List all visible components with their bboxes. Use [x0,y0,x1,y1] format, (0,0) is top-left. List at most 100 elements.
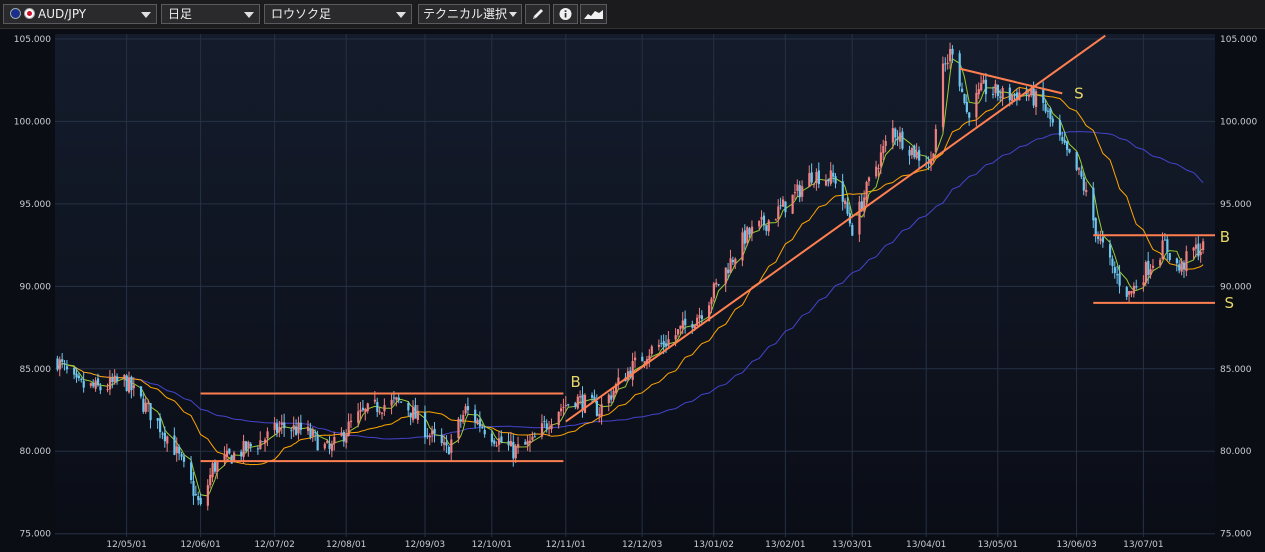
candle-body [1008,87,1011,101]
currency-pair-select[interactable]: AUD/JPY [3,4,157,24]
candle-body [583,394,587,413]
candle-body [311,430,314,436]
candle-body [1199,251,1202,256]
candle-body [1082,177,1085,191]
candle-body [1178,264,1181,271]
timeframe-select[interactable]: 日足 [161,4,260,24]
candle-body [650,346,653,354]
y-tick-label-left: 90.000 [20,282,52,292]
candle-body [884,141,887,146]
candle-body [629,370,632,378]
candle-body [731,259,735,263]
y-tick-label-right: 90.000 [1220,282,1252,292]
candle-body [1192,247,1195,251]
candle-body [450,439,453,453]
candle-body [82,380,85,388]
candle-body [531,436,534,440]
x-tick-label: 13/07/01 [1123,540,1163,548]
candle-body [1044,104,1047,112]
candle-body [693,324,696,329]
technical-select-button[interactable]: テクニカル選択 [418,4,522,24]
candle-body [681,320,684,329]
candle-body [127,377,131,393]
candle-body [431,430,434,435]
candle-body [400,401,403,403]
candle-body [280,422,283,426]
candle-body [1111,258,1114,267]
candle-body [364,408,367,412]
candle-body [80,378,83,380]
candle-body [910,147,914,156]
y-tick-label-right: 100.000 [1220,117,1257,127]
candle-body [283,422,286,429]
chart-type-select[interactable]: ロウソク足 [264,4,412,24]
candle-body [380,412,384,414]
candle-body [977,89,980,95]
candle-body [779,205,782,207]
candle-body [762,215,766,226]
candle-body [342,432,346,442]
candle-body [610,395,613,400]
candle-body [507,441,510,446]
candle-body [309,428,312,438]
candle-body [813,183,816,185]
candle-body [182,456,186,462]
x-tick-label: 12/08/01 [326,540,366,548]
candle-body [576,396,579,409]
y-tick-label-left: 85.000 [20,365,52,375]
candle-body [1108,244,1112,258]
candle-body [197,495,200,501]
candle-body [882,145,885,154]
draw-tool-button[interactable] [525,4,550,24]
candle-body [963,93,966,103]
candle-body [975,92,978,118]
candle-body [614,384,618,393]
candle-body [333,436,336,444]
candle-body [560,408,563,412]
candle-body [361,407,365,411]
candle-body [256,448,260,450]
candle-body [376,402,379,412]
candle-body [58,359,61,370]
candle-body [679,325,682,329]
candle-body [533,436,536,438]
chart-settings-button[interactable] [580,4,607,24]
candle-body [841,181,844,202]
candle-body [734,258,737,265]
candle-body [326,441,329,443]
candle-body [968,112,971,118]
candle-body [913,145,916,158]
candle-body [147,403,150,405]
candle-body [490,433,493,443]
candle-body [1032,88,1035,106]
candle-body [247,442,250,449]
candle-body [190,462,193,480]
candle-body [965,101,968,112]
candle-body [1027,95,1031,97]
candle-body [328,443,331,449]
candle-body [712,283,715,299]
candle-body [166,436,169,444]
candle-body [509,440,513,447]
candle-body [340,432,343,436]
candle-body [946,62,949,64]
candle-body [867,177,871,182]
candle-body [139,386,143,397]
candle-body [307,426,310,431]
candle-body [63,363,66,365]
candle-body [113,375,116,383]
candle-body [949,49,952,62]
candle-body [273,423,276,430]
info-button[interactable] [553,4,578,24]
candle-body [440,434,443,444]
chart-area: 75.000 75.000 80.000 80.000 85.000 85.000 90.0… [0,29,1265,550]
candle-body [464,406,467,414]
candle-body [116,376,119,382]
chart-type-label: ロウソク足 [271,7,332,21]
candle-body [228,448,231,454]
candle-body [316,434,319,451]
candle-body [760,216,763,220]
candle-body [665,343,668,347]
candle-body [863,197,866,212]
candle-body [493,440,496,444]
